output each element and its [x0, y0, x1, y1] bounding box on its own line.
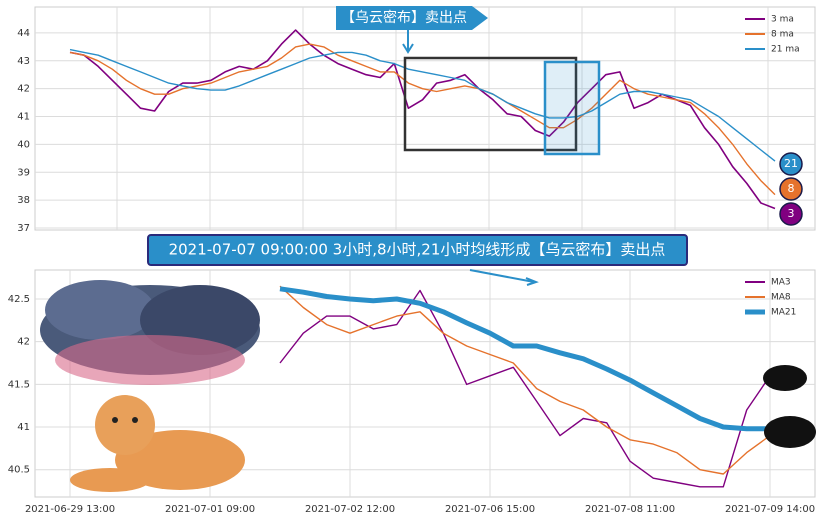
x-tick-label: 2021-06-29 13:00: [25, 504, 115, 515]
y-tick-label: 41.5: [8, 379, 30, 390]
y-tick-label: 38: [17, 195, 30, 206]
y-tick-label: 42.5: [8, 294, 30, 305]
cloud-illustration: [40, 280, 260, 385]
banner-text: 2021-07-07 09:00:00 3小时,8小时,21小时均线形成【乌云密…: [169, 241, 666, 259]
series-line: [279, 285, 771, 475]
legend-label: MA21: [771, 308, 796, 318]
series-line: [69, 43, 776, 196]
y-tick-label: 44: [17, 28, 30, 39]
y-tick-label: 41: [17, 112, 30, 123]
end-badge: [779, 202, 803, 226]
legend-label: 8 ma: [771, 30, 794, 40]
end-badge-label: 3: [788, 207, 795, 220]
top-plot: [34, 6, 816, 231]
top-callout: 【乌云密布】卖出点: [336, 6, 488, 54]
x-tick-label: 2021-07-02 12:00: [305, 504, 395, 515]
highlight-box: [403, 56, 578, 152]
end-badge: [779, 152, 803, 176]
dog-illustration: [70, 395, 245, 492]
y-tick-label: 41: [17, 422, 30, 433]
y-tick-label: 39: [17, 167, 30, 178]
banner: 2021-07-07 09:00:00 3小时,8小时,21小时均线形成【乌云密…: [147, 234, 688, 286]
legend-label: 21 ma: [771, 45, 800, 55]
legend-label: MA8: [771, 293, 791, 303]
end-badge: [779, 177, 803, 201]
highlight-box: [543, 60, 601, 156]
y-tick-label: 43: [17, 56, 30, 67]
series-line: [279, 286, 770, 432]
end-badge-label: 8: [788, 182, 795, 195]
y-tick-label: 40: [17, 139, 30, 150]
top-vgrid: [116, 7, 769, 230]
legend-label: MA3: [771, 278, 791, 288]
y-tick-label: 40.5: [8, 465, 30, 476]
series-line: [69, 29, 776, 210]
x-tick-label: 2021-07-01 09:00: [165, 504, 255, 515]
end-badge-label: 21: [784, 157, 798, 170]
series-line: [279, 289, 771, 488]
x-tick-label: 2021-07-06 15:00: [445, 504, 535, 515]
y-tick-label: 42: [17, 84, 30, 95]
y-tick-label: 37: [17, 223, 30, 234]
callout-text: 【乌云密布】卖出点: [341, 9, 467, 26]
x-tick-label: 2021-07-09 14:00: [725, 504, 815, 515]
legend-label: 3 ma: [771, 15, 794, 25]
y-tick-label: 42: [17, 337, 30, 348]
dark-clouds: [763, 365, 816, 448]
x-tick-label: 2021-07-08 11:00: [585, 504, 675, 515]
series-line: [69, 48, 776, 162]
